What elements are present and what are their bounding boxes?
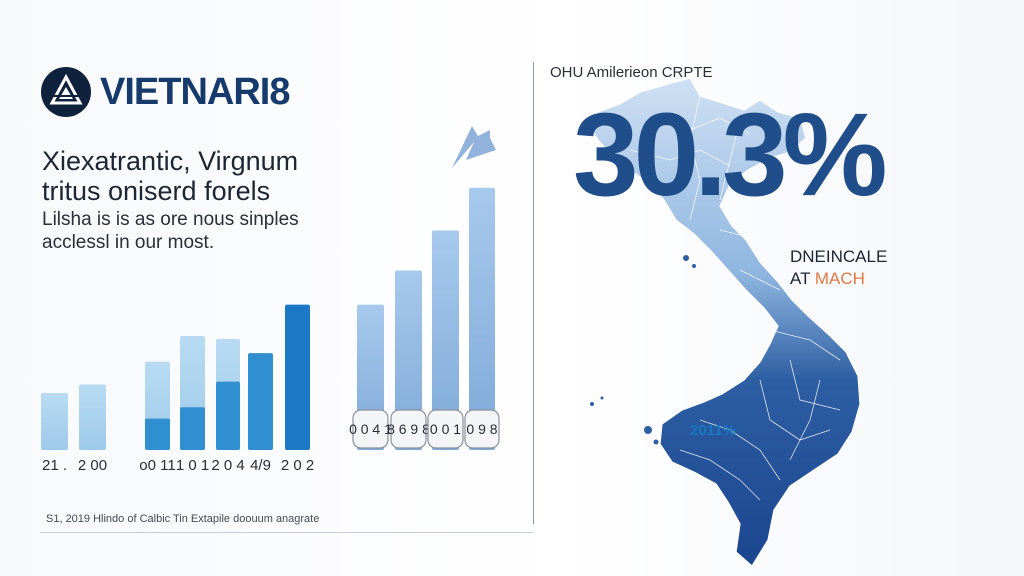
tick-label-9: 0 0 1 — [430, 421, 461, 437]
footer-divider — [40, 532, 533, 533]
big-stat-value: 30.3% — [573, 89, 888, 221]
tick-label-box-7 — [352, 409, 389, 449]
subtext: Lilsha is is as ore nous sinples accless… — [42, 209, 299, 253]
tick-label-0: 21 . — [42, 457, 67, 474]
bar-10-0 — [469, 187, 495, 451]
tick-label-3: 1 0 1 — [176, 457, 209, 474]
stat-label-prefix: AT — [790, 269, 811, 288]
bar-8-0 — [395, 270, 422, 450]
stat-label: DNEINCALE AT MACH — [790, 246, 887, 290]
bar-5-0 — [248, 353, 273, 450]
map-title: OHU Amilerieon CRPTE — [550, 64, 713, 81]
tick-label-box-9 — [427, 409, 464, 449]
stat-label-line1: DNEINCALE — [790, 247, 888, 266]
headline: Xiexatrantic, Virgnum tritus oniserd for… — [42, 146, 299, 206]
bar-1-0 — [79, 384, 106, 450]
bar-6-0 — [285, 304, 310, 450]
logo: VIETNARI8 — [40, 66, 290, 118]
bar-2-1 — [145, 418, 170, 450]
tick-label-4: 2 0 4 — [211, 457, 244, 474]
map-region-value: 2011% — [690, 422, 736, 439]
triangle-emblem-icon — [41, 67, 91, 117]
tick-label-1: 2 00 — [78, 457, 107, 474]
bar-4-1 — [216, 381, 240, 450]
stat-label-line2: AT MACH — [790, 268, 887, 290]
tick-label-10: 0 9 8 — [466, 421, 497, 437]
tick-label-5: 4/9 — [250, 457, 271, 474]
map-islands — [590, 255, 696, 445]
bar-0-0 — [41, 393, 68, 450]
panel-divider — [533, 62, 534, 524]
tick-label-7: 0 0 4 1 — [349, 421, 392, 437]
logo-text: VIETNARI8 — [100, 71, 290, 113]
tick-label-box-10 — [464, 409, 500, 449]
tick-label-8: 8 6 9 8 — [387, 421, 430, 437]
stat-label-accent: MACH — [814, 269, 865, 288]
tick-label-box-8 — [390, 409, 427, 449]
tick-label-2: o0 11 — [139, 457, 175, 474]
trend-arrow-icon — [452, 126, 496, 168]
bar-3-1 — [180, 407, 205, 450]
chart-footnote: S1, 2019 Hlindo of Calbic Tin Extapile d… — [46, 513, 320, 525]
tick-label-6: 2 0 2 — [281, 457, 314, 474]
bar-9-0 — [432, 230, 459, 450]
